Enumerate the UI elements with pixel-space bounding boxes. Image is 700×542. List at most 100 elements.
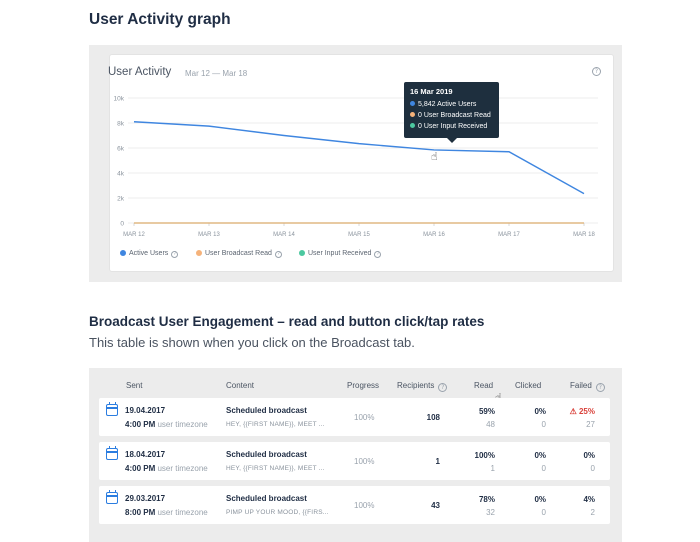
tooltip-text: 5,842 Active Users: [418, 101, 477, 108]
legend-dot: [196, 250, 202, 256]
failed-percent-value: 25%: [578, 407, 595, 416]
engagement-title: Broadcast User Engagement – read and but…: [89, 314, 485, 329]
sent-time-value: 4:00 PM: [125, 420, 156, 429]
failed-count: 27: [586, 420, 595, 429]
read-percent: 59%: [478, 407, 495, 416]
user-activity-chart[interactable]: 0 2k 4k 6k 8k 10k MAR 12 MAR 13 MAR 14 MAR 15 MAR …: [0, 0, 700, 300]
tooltip-row: 5,842 Active Users: [410, 101, 493, 108]
help-icon[interactable]: ?: [438, 383, 448, 392]
table-row[interactable]: 29.03.2017 8:00 PM user timezone Scheduled…: [99, 486, 610, 524]
failed-percent-value: 0%: [583, 451, 595, 460]
column-header-clicked[interactable]: Clicked: [515, 381, 542, 390]
tooltip-row: 0 User Input Received: [410, 123, 493, 130]
graph-title: User Activity: [108, 66, 172, 78]
tooltip-row: 0 User Broadcast Read: [410, 112, 493, 119]
column-header-label: Recipients: [397, 381, 435, 390]
progress-value: 100%: [354, 413, 375, 422]
tooltip-text: 0 User Broadcast Read: [418, 112, 491, 119]
legend-item[interactable]: User Input Received?: [299, 250, 382, 258]
sent-time: 8:00 PM user timezone: [125, 508, 208, 517]
column-header-content[interactable]: Content: [226, 381, 255, 390]
sent-time: 4:00 PM user timezone: [125, 420, 208, 429]
y-tick-label: 4k: [117, 171, 125, 178]
series-line: [133, 121, 585, 195]
broadcast-title[interactable]: Scheduled broadcast: [226, 406, 307, 415]
tooltip-date: 16 Mar 2019: [410, 87, 453, 96]
x-tick-label: MAR 12: [123, 232, 145, 238]
column-header-read[interactable]: Read: [474, 381, 494, 390]
table-row[interactable]: 19.04.2017 4:00 PM user timezone Scheduled…: [99, 398, 610, 436]
clicked-percent: 0%: [534, 451, 546, 460]
failed-count: 2: [590, 508, 595, 517]
sent-date: 29.03.2017: [125, 494, 166, 503]
warning-icon: ⚠: [569, 407, 579, 416]
progress-value: 100%: [354, 501, 375, 510]
x-tick-label: MAR 13: [198, 232, 220, 238]
failed-percent: 4%: [549, 495, 595, 504]
legend-dot: [299, 250, 305, 256]
x-tick-label: MAR 18: [573, 232, 595, 238]
sent-time-value: 4:00 PM: [125, 464, 156, 473]
failed-count: 0: [590, 464, 595, 473]
help-icon[interactable]: ?: [374, 251, 382, 258]
engagement-subtitle: This table is shown when you click on th…: [89, 335, 415, 350]
timezone-label: user timezone: [157, 420, 208, 429]
hand-cursor-icon: ☝: [431, 150, 438, 163]
x-tick-label: MAR 16: [423, 232, 445, 238]
column-header-label: Failed: [570, 381, 592, 390]
tooltip-dot: [410, 112, 415, 117]
legend-label: Active Users: [129, 250, 169, 257]
read-count: 1: [490, 464, 495, 473]
read-percent: 100%: [474, 451, 495, 460]
help-icon[interactable]: ?: [595, 383, 605, 392]
calendar-icon: [106, 490, 118, 504]
column-header-failed[interactable]: Failed?: [570, 381, 605, 392]
clicked-count: 0: [541, 508, 546, 517]
x-tick-label: MAR 14: [273, 232, 295, 238]
y-tick-label: 10k: [114, 96, 125, 103]
failed-percent: ⚠ 25%: [549, 407, 595, 416]
broadcast-preview: HEY, {{FIRST NAME}}, MEET ...: [226, 421, 325, 428]
table-row[interactable]: 18.04.2017 4:00 PM user timezone Scheduled…: [99, 442, 610, 480]
clicked-percent: 0%: [534, 495, 546, 504]
legend-label: User Input Received: [308, 250, 372, 257]
help-icon[interactable]: ?: [171, 251, 179, 258]
legend-item[interactable]: User Broadcast Read?: [196, 250, 282, 258]
progress-value: 100%: [354, 457, 375, 466]
y-tick-label: 0: [120, 221, 124, 228]
clicked-count: 0: [541, 420, 546, 429]
calendar-icon: [106, 446, 118, 460]
graph-date-range[interactable]: Mar 12 — Mar 18: [185, 69, 248, 78]
clicked-percent: 0%: [534, 407, 546, 416]
x-tick-label: MAR 17: [498, 232, 520, 238]
help-icon[interactable]: ?: [592, 67, 601, 76]
help-icon[interactable]: ?: [274, 251, 282, 258]
tooltip-dot: [410, 101, 415, 106]
x-tick-label: MAR 15: [348, 232, 370, 238]
recipients-value: 1: [435, 457, 440, 466]
recipients-value: 108: [426, 413, 440, 422]
legend-label: User Broadcast Read: [205, 250, 272, 257]
failed-percent: 0%: [549, 451, 595, 460]
broadcast-preview: HEY, {{FIRST NAME}}, MEET ...: [226, 465, 325, 472]
clicked-count: 0: [541, 464, 546, 473]
broadcast-title[interactable]: Scheduled broadcast: [226, 450, 307, 459]
column-header-progress[interactable]: Progress: [347, 381, 380, 390]
legend-dot: [120, 250, 126, 256]
y-tick-label: 8k: [117, 121, 125, 128]
calendar-icon: [106, 402, 118, 416]
y-tick-label: 2k: [117, 196, 125, 203]
read-count: 32: [486, 508, 495, 517]
hand-cursor-icon: ☝: [495, 391, 502, 404]
tooltip-dot: [410, 123, 415, 128]
column-header-sent[interactable]: Sent: [126, 381, 143, 390]
legend-item[interactable]: Active Users?: [120, 250, 179, 258]
sent-date: 18.04.2017: [125, 450, 166, 459]
broadcast-title[interactable]: Scheduled broadcast: [226, 494, 307, 503]
timezone-label: user timezone: [157, 464, 208, 473]
failed-percent-value: 4%: [583, 495, 595, 504]
column-header-recipients[interactable]: Recipients?: [397, 381, 448, 392]
sent-date: 19.04.2017: [125, 406, 166, 415]
read-percent: 78%: [478, 495, 495, 504]
chart-tooltip: 16 Mar 2019 5,842 Active Users 0 User Br…: [404, 82, 499, 143]
